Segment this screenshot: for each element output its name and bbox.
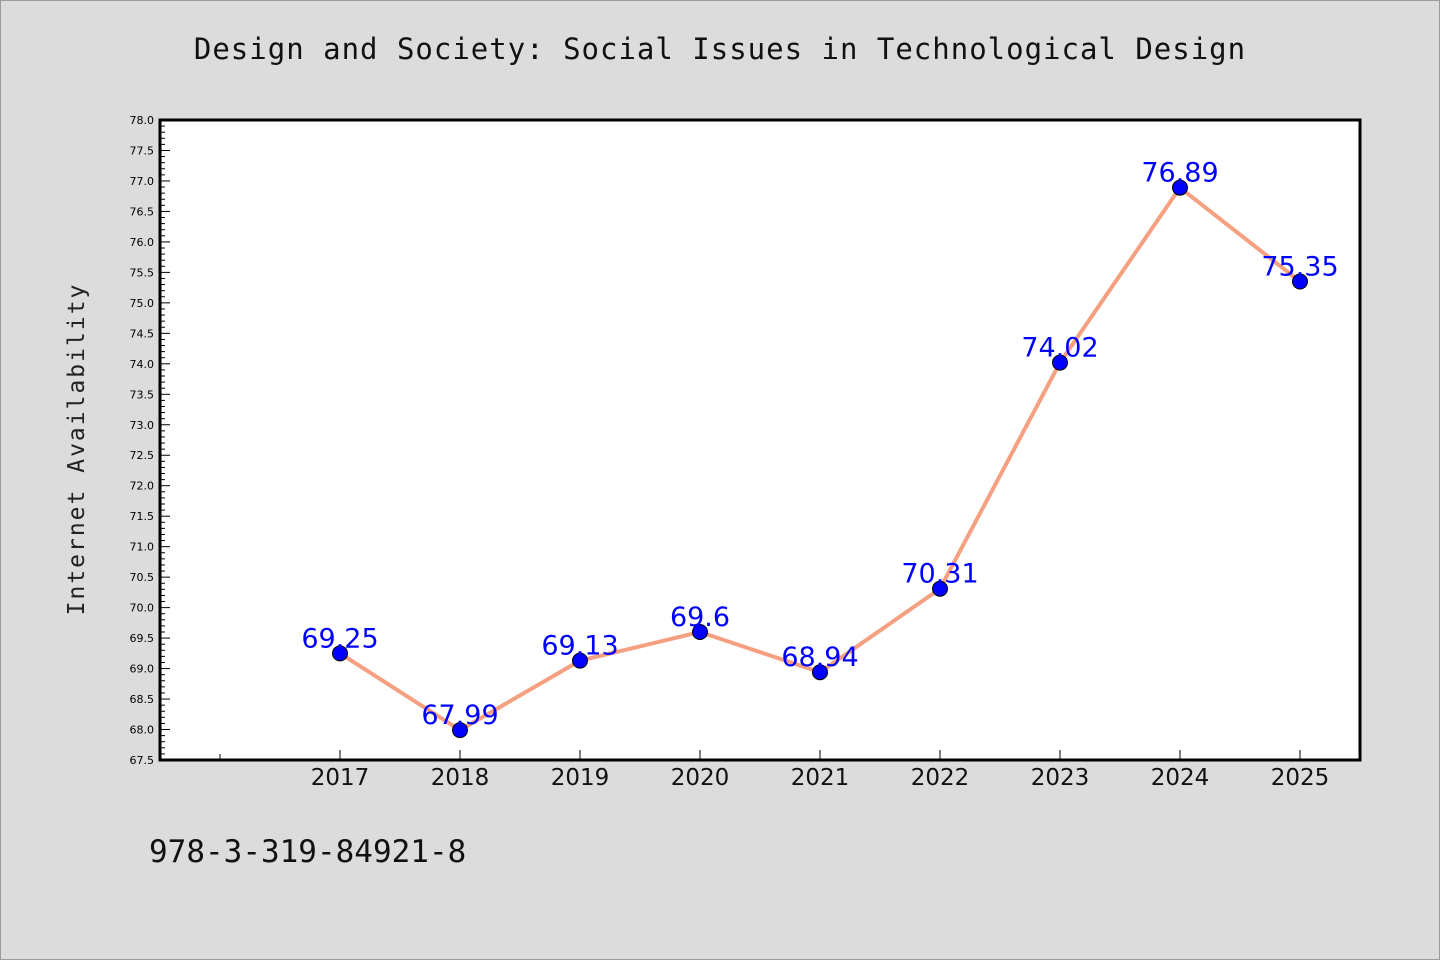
y-tick-label: 68.5 — [130, 693, 155, 706]
y-tick-label: 70.0 — [130, 602, 155, 615]
x-tick-label: 2017 — [311, 765, 370, 791]
data-label: 74.02 — [1021, 333, 1098, 364]
plot-border — [158, 118, 1362, 762]
x-tick-label: 2018 — [431, 765, 490, 791]
x-tick-label: 2020 — [671, 765, 730, 791]
plot-area — [160, 120, 1360, 760]
y-tick-label: 74.0 — [130, 358, 155, 371]
data-point — [332, 645, 348, 662]
y-tick-label: 69.0 — [130, 663, 155, 676]
y-tick-label: 70.5 — [130, 571, 155, 584]
data-point — [452, 722, 468, 739]
data-point — [572, 652, 588, 669]
x-tick-label: 2019 — [551, 765, 610, 791]
chart-title: Design and Society: Social Issues in Tec… — [193, 32, 1247, 66]
y-tick-label: 74.5 — [130, 327, 155, 340]
y-tick-label: 77.5 — [130, 144, 155, 157]
y-tick-label: 71.0 — [130, 541, 155, 554]
x-tick-label: 2021 — [791, 765, 850, 791]
data-label: 69.25 — [301, 623, 378, 654]
data-point — [932, 580, 948, 597]
y-tick-label: 78.0 — [130, 114, 155, 127]
y-tick-label: 76.5 — [130, 205, 155, 218]
data-label: 67.99 — [421, 700, 498, 731]
y-tick-label: 75.5 — [130, 266, 155, 279]
y-tick-label: 77.0 — [130, 175, 155, 188]
y-tick-label: 69.5 — [130, 632, 155, 645]
data-point — [1172, 179, 1188, 196]
isbn-code: 978-3-319-84921-8 — [149, 834, 467, 870]
data-point — [812, 664, 828, 681]
y-tick-label: 73.0 — [130, 419, 155, 432]
data-label: 70.31 — [901, 559, 978, 590]
y-tick-label: 76.0 — [130, 236, 155, 249]
x-tick-label: 2024 — [1151, 765, 1210, 791]
x-tick-label: 2025 — [1271, 765, 1330, 791]
y-tick-label: 68.0 — [130, 724, 155, 737]
x-tick-label: 2022 — [911, 765, 970, 791]
data-label: 68.94 — [781, 642, 858, 673]
y-tick-label: 73.5 — [130, 388, 155, 401]
x-tick-label: 2023 — [1031, 765, 1090, 791]
data-label: 69.13 — [541, 631, 618, 662]
data-point — [692, 624, 708, 640]
y-tick-label: 72.0 — [130, 480, 155, 493]
data-point — [1052, 354, 1068, 371]
data-label: 75.35 — [1261, 252, 1338, 283]
y-tick-label: 67.5 — [130, 754, 155, 767]
y-tick-label: 75.0 — [130, 297, 155, 310]
y-tick-label: 72.5 — [130, 449, 155, 462]
data-point — [1292, 273, 1308, 290]
y-tick-label: 71.5 — [130, 510, 155, 523]
data-label: 69.6 — [670, 602, 730, 633]
data-label: 76.89 — [1141, 158, 1218, 189]
